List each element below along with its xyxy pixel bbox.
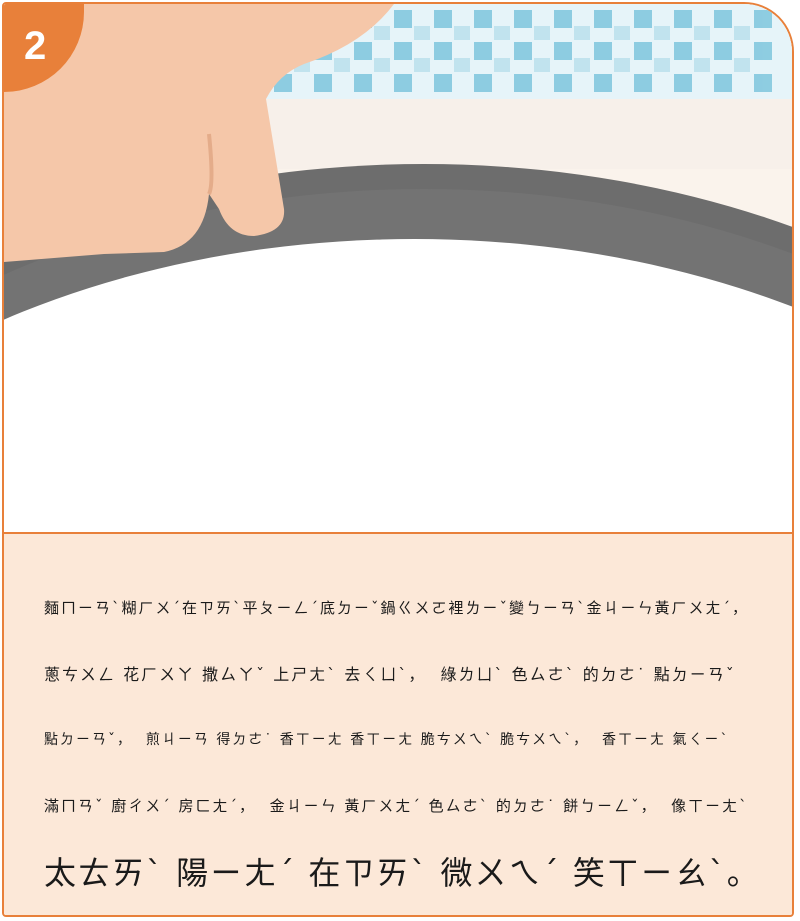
story-line-text: 點ㄉㄧㄢˇ， 煎ㄐㄧㄢ 得ㄉㄜ˙ 香ㄒㄧㄤ 香ㄒㄧㄤ 脆ㄘㄨㄟˋ 脆ㄘㄨㄟˋ， …	[44, 732, 730, 748]
story-line: 麵ㄇㄧㄢˋ糊ㄏㄨˊ在ㄗㄞˋ平ㄆㄧㄥˊ底ㄉㄧˇ鍋ㄍㄨㄛ裡ㄌㄧˇ變ㄅㄧㄢˋ金ㄐㄧㄣ黃…	[44, 574, 764, 640]
pancake-icon	[4, 239, 792, 532]
checkered-cloth-icon	[244, 4, 792, 169]
story-line: 太ㄊㄞˋ 陽ㄧㄤˊ 在ㄗㄞˋ 微ㄨㄟˊ 笑ㄒㄧㄠˋ。	[44, 838, 764, 904]
story-line: 滿ㄇㄢˇ 廚ㄔㄨˊ 房ㄈㄤˊ， 金ㄐㄧㄣ 黃ㄏㄨㄤˊ 色ㄙㄜˋ 的ㄉㄜ˙ 餅ㄅㄧ…	[44, 772, 764, 838]
story-lines: 麵ㄇㄧㄢˋ糊ㄏㄨˊ在ㄗㄞˋ平ㄆㄧㄥˊ底ㄉㄧˇ鍋ㄍㄨㄛ裡ㄌㄧˇ變ㄅㄧㄢˋ金ㄐㄧㄣ黃…	[44, 574, 764, 904]
story-line-text: 滿ㄇㄢˇ 廚ㄔㄨˊ 房ㄈㄤˊ， 金ㄐㄧㄣ 黃ㄏㄨㄤˊ 色ㄙㄜˋ 的ㄉㄜ˙ 餅ㄅㄧ…	[44, 796, 749, 815]
story-line-text: 麵ㄇㄧㄢˋ糊ㄏㄨˊ在ㄗㄞˋ平ㄆㄧㄥˊ底ㄉㄧˇ鍋ㄍㄨㄛ裡ㄌㄧˇ變ㄅㄧㄢˋ金ㄐㄧㄣ黃…	[44, 598, 750, 617]
story-line-text: 蔥ㄘㄨㄥ 花ㄏㄨㄚ 撒ㄙㄚˇ 上ㄕㄤˋ 去ㄑㄩˋ， 綠ㄌㄩˋ 色ㄙㄜˋ 的ㄉㄜ˙…	[44, 665, 736, 684]
story-text-panel: 麵ㄇㄧㄢˋ糊ㄏㄨˊ在ㄗㄞˋ平ㄆㄧㄥˊ底ㄉㄧˇ鍋ㄍㄨㄛ裡ㄌㄧˇ變ㄅㄧㄢˋ金ㄐㄧㄣ黃…	[4, 532, 792, 915]
hand-icon	[4, 4, 394, 262]
story-line-text: 太ㄊㄞˋ 陽ㄧㄤˊ 在ㄗㄞˋ 微ㄨㄟˊ 笑ㄒㄧㄠˋ。	[44, 854, 761, 892]
illustration: 2	[4, 4, 792, 532]
story-line: 蔥ㄘㄨㄥ 花ㄏㄨㄚ 撒ㄙㄚˇ 上ㄕㄤˋ 去ㄑㄩˋ， 綠ㄌㄩˋ 色ㄙㄜˋ 的ㄉㄜ˙…	[44, 640, 764, 706]
pan-scene	[4, 4, 792, 532]
story-line: 點ㄉㄧㄢˇ， 煎ㄐㄧㄢ 得ㄉㄜ˙ 香ㄒㄧㄤ 香ㄒㄧㄤ 脆ㄘㄨㄟˋ 脆ㄘㄨㄟˋ， …	[44, 706, 764, 772]
